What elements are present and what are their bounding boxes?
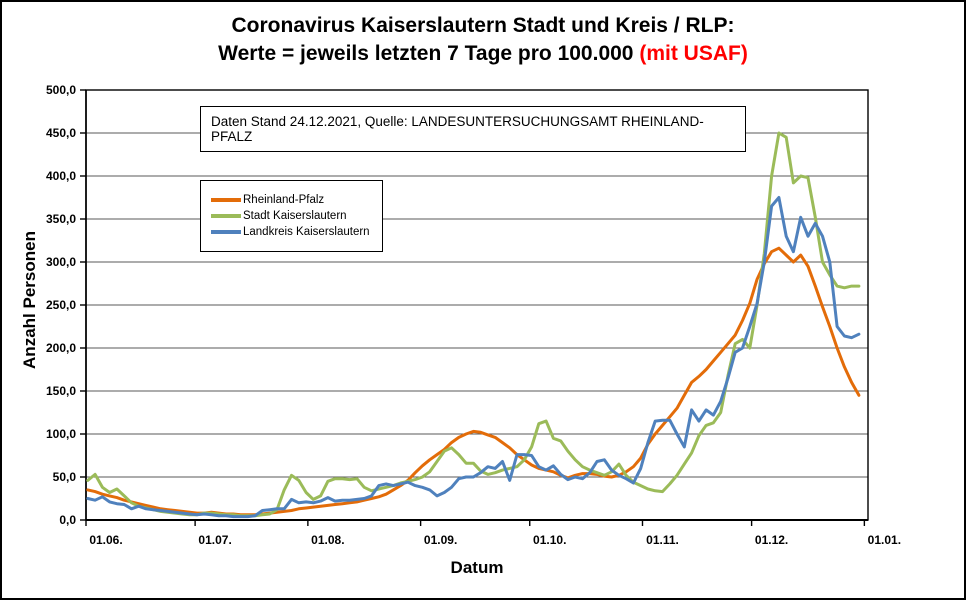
chart-title-line2-black: Werte = jeweils letzten 7 Tage pro 100.0… bbox=[218, 42, 640, 66]
x-tick-label: 01.09. bbox=[424, 533, 457, 547]
x-tick-label: 01.10. bbox=[533, 533, 566, 547]
x-tick-label: 01.07. bbox=[198, 533, 231, 547]
y-tick-label: 100,0 bbox=[46, 427, 76, 441]
series-line-rheinland-pfalz bbox=[86, 246, 861, 517]
x-tick-label: 01.12. bbox=[755, 533, 788, 547]
legend-line-swatch bbox=[211, 214, 241, 218]
y-tick-label: 300,0 bbox=[46, 255, 76, 269]
x-tick-label: 01.01. bbox=[868, 533, 901, 547]
data-source-box: Daten Stand 24.12.2021, Quelle: LANDESUN… bbox=[200, 106, 746, 152]
y-tick-label: 200,0 bbox=[46, 341, 76, 355]
y-tick-label: 150,0 bbox=[46, 384, 76, 398]
legend: Rheinland-Pfalz Stadt Kaiserslautern Landk… bbox=[200, 180, 383, 252]
chart-title: Coronavirus Kaiserslautern Stadt und Kre… bbox=[2, 12, 964, 69]
chart-title-line2-usaf: (mit USAF) bbox=[639, 42, 748, 66]
legend-item-landkreis-kaiserslautern: Landkreis Kaiserslautern bbox=[211, 226, 370, 238]
y-tick-label: 350,0 bbox=[46, 212, 76, 226]
x-tick-label: 01.08. bbox=[311, 533, 344, 547]
legend-item-rheinland-pfalz: Rheinland-Pfalz bbox=[211, 194, 370, 206]
y-tick-label: 450,0 bbox=[46, 126, 76, 140]
series-line-landkreis-kaiserslautern bbox=[86, 196, 861, 519]
y-tick-label: 50,0 bbox=[53, 470, 77, 484]
y-tick-label: 250,0 bbox=[46, 298, 76, 312]
y-tick-label: 0,0 bbox=[59, 513, 76, 527]
y-tick-label: 500,0 bbox=[46, 83, 76, 97]
x-axis-title: Datum bbox=[450, 558, 504, 577]
legend-label: Landkreis Kaiserslautern bbox=[243, 226, 370, 238]
x-tick-label: 01.06. bbox=[89, 533, 122, 547]
y-axis-title: Anzahl Personen bbox=[20, 231, 39, 369]
legend-label: Stadt Kaiserslautern bbox=[243, 210, 347, 222]
legend-line-swatch bbox=[211, 230, 241, 234]
chart-title-line2: Werte = jeweils letzten 7 Tage pro 100.0… bbox=[2, 40, 964, 68]
legend-line-swatch bbox=[211, 198, 241, 202]
chart-title-line1: Coronavirus Kaiserslautern Stadt und Kre… bbox=[231, 14, 735, 37]
legend-label: Rheinland-Pfalz bbox=[243, 194, 325, 206]
legend-item-stadt-kaiserslautern: Stadt Kaiserslautern bbox=[211, 210, 370, 222]
x-tick-label: 01.11. bbox=[646, 533, 679, 547]
y-tick-label: 400,0 bbox=[46, 169, 76, 183]
